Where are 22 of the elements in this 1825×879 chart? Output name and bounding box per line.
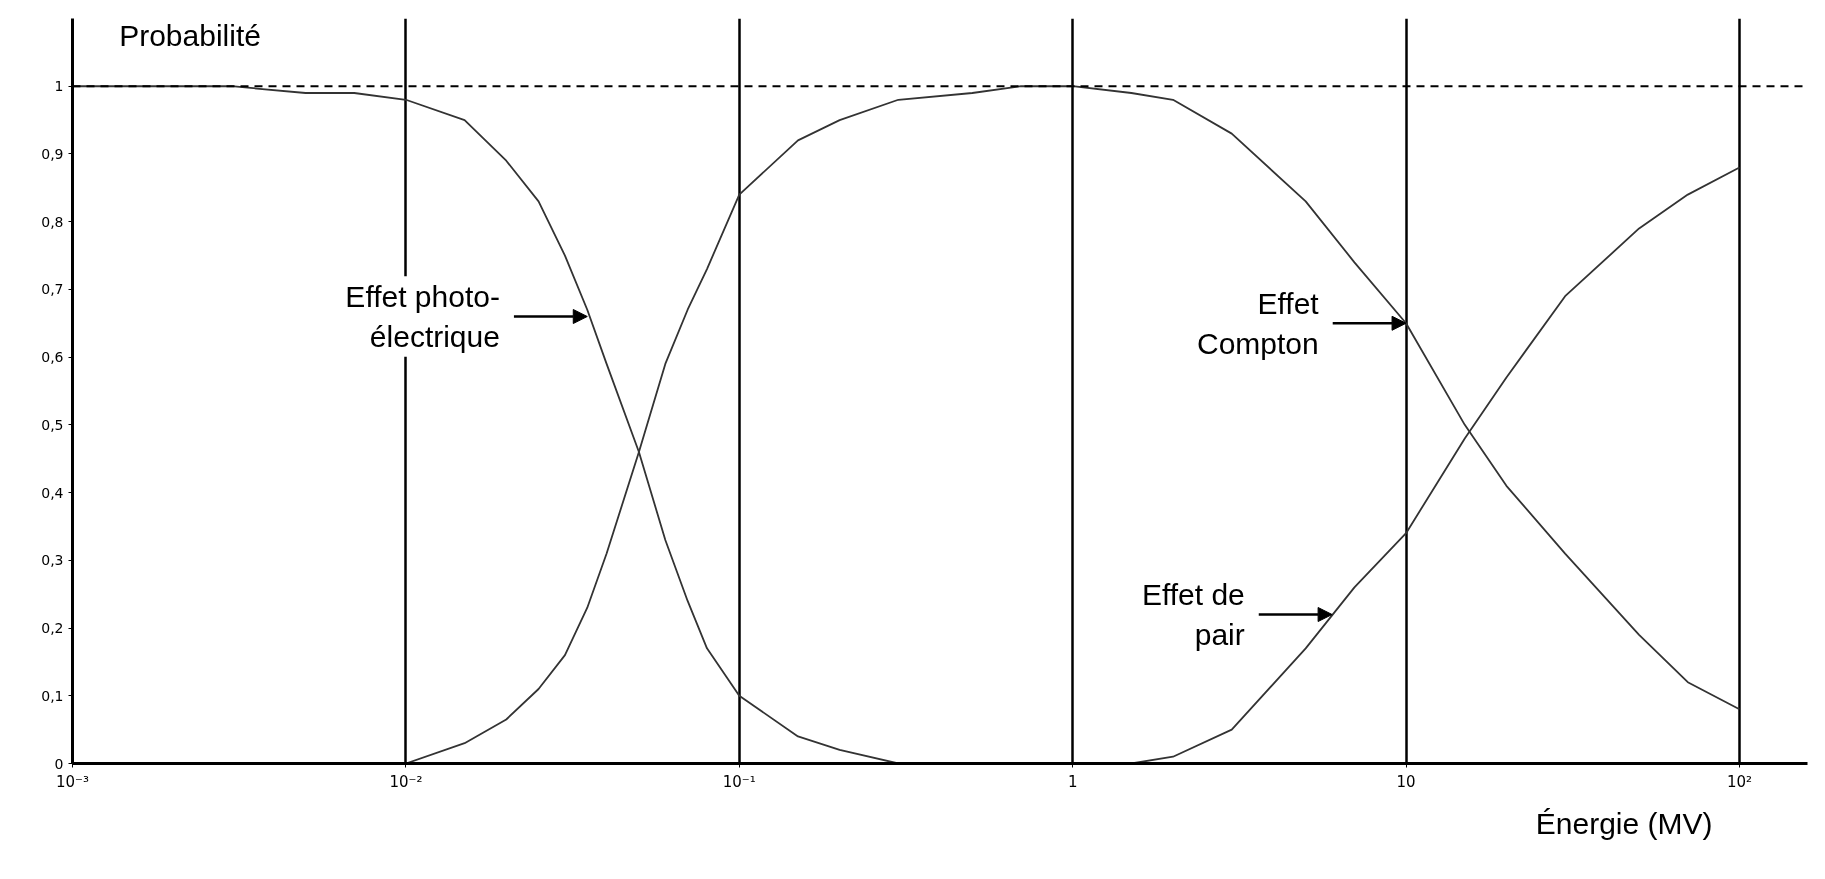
- x-tick-label: 10⁻¹: [722, 772, 756, 791]
- y-tick-label: 0,5: [41, 416, 64, 433]
- y-tick-label: 0,8: [41, 213, 64, 230]
- x-tick-label: 10⁻³: [55, 772, 90, 791]
- x-axis-title: Énergie (MV): [1535, 806, 1713, 840]
- y-tick-label: 1: [54, 78, 64, 95]
- y-tick-label: 0,4: [41, 484, 64, 501]
- x-tick-label: 10: [1396, 772, 1416, 791]
- x-tick-label: 10⁻²: [389, 772, 423, 791]
- annotation: Effet de pair: [1141, 578, 1245, 651]
- y-tick-label: 0,2: [41, 620, 64, 637]
- y-tick-label: 0,9: [41, 145, 64, 162]
- y-tick-label: 0,7: [41, 281, 64, 298]
- y-axis-title: Probabilité: [119, 18, 261, 52]
- x-tick-label: 1: [1067, 772, 1078, 791]
- x-tick-label: 10²: [1726, 772, 1753, 791]
- y-tick-label: 0,6: [41, 349, 64, 366]
- y-tick-label: 0: [54, 755, 64, 772]
- annotation: Effet photo- électrique: [345, 280, 500, 353]
- y-tick-label: 0,3: [41, 552, 64, 569]
- annotation: Effet Compton: [1196, 286, 1320, 360]
- y-tick-label: 0,1: [41, 687, 64, 704]
